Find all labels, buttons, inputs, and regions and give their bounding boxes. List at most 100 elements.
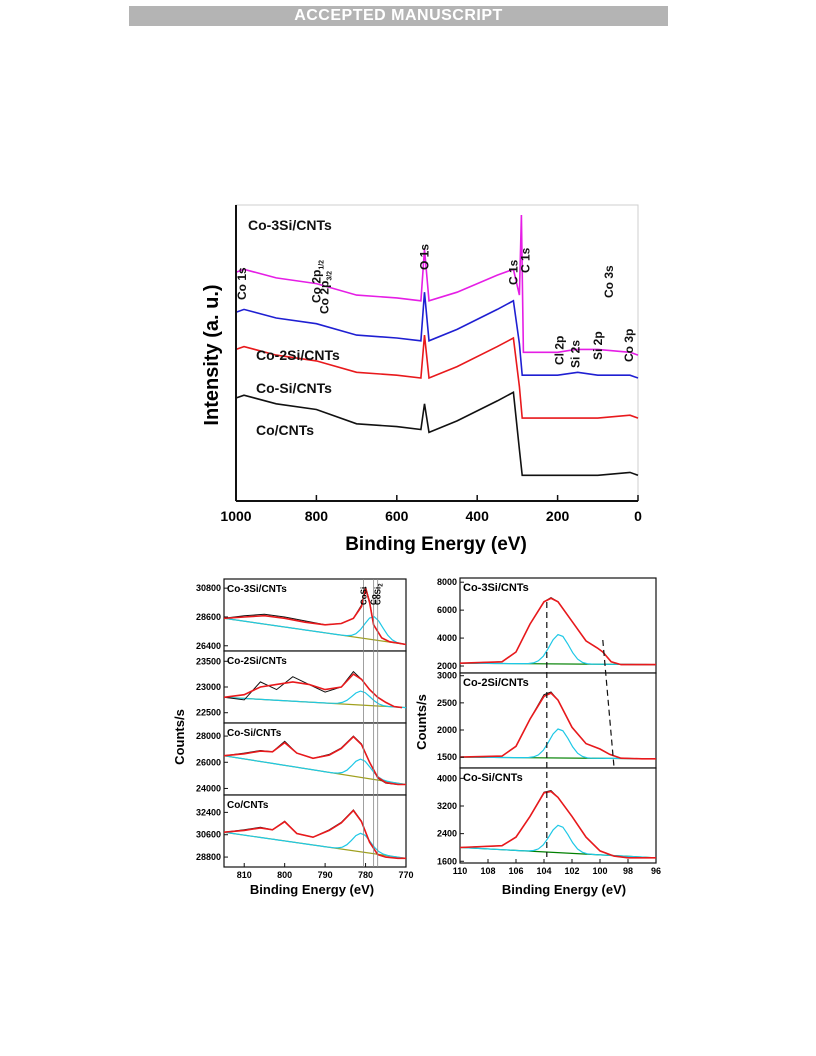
co2p-panel-label-1: Co-2Si/CNTs xyxy=(227,656,287,667)
si2p-guide-line-1 xyxy=(602,639,615,768)
co2p-component-3 xyxy=(223,831,407,859)
co2p-y-tick-label-2-0: 28000 xyxy=(196,731,221,741)
si2p-x-tick-label-7: 96 xyxy=(651,866,661,876)
si2p-y-tick-label-1-3: 1500 xyxy=(437,752,457,762)
survey-series-line-1 xyxy=(235,335,639,419)
si2p-y-tick-label-0-3: 2000 xyxy=(437,661,457,671)
survey-x-axis-label: Binding Energy (eV) xyxy=(345,534,527,555)
si2p-x-tick-label-3: 104 xyxy=(536,866,551,876)
si2p-panel-2 xyxy=(459,767,657,864)
si2p-y-tick-label-0-1: 6000 xyxy=(437,605,457,615)
survey-annotation-7: Si 2s xyxy=(569,340,583,368)
co2p-x-tick-label-3: 780 xyxy=(358,870,373,880)
si2p-y-tick-label-2-2: 2400 xyxy=(437,829,457,839)
survey-annotation-6: Cl 2p xyxy=(553,336,567,365)
si2p-panel-label-2: Co-Si/CNTs xyxy=(463,772,523,784)
si2p-panel-label-1: Co-2Si/CNTs xyxy=(463,677,529,689)
accepted-manuscript-banner: ACCEPTED MANUSCRIPT xyxy=(129,6,668,26)
survey-series-label-1: Co-Si/CNTs xyxy=(256,380,332,396)
si2p-x-tick-label-0: 110 xyxy=(453,866,468,876)
si2p-envelope-2 xyxy=(459,790,656,859)
co2p-y-axis-label: Counts/s xyxy=(172,709,187,765)
si2p-y-tick-label-2-0: 4000 xyxy=(437,773,457,783)
co2p-envelope-0 xyxy=(223,587,407,646)
si2p-panel-label-0: Co-3Si/CNTs xyxy=(463,582,529,594)
co2p-panel-2 xyxy=(223,722,407,796)
co2p-y-tick-label-3-0: 32400 xyxy=(196,807,221,817)
survey-series-line-3 xyxy=(235,214,639,356)
co2p-y-tick-label-3-1: 30600 xyxy=(196,830,221,840)
co2p-y-tick-label-1-1: 23000 xyxy=(196,682,221,692)
co2p-panel-3 xyxy=(223,794,407,868)
co2p-y-tick-label-0-0: 30800 xyxy=(196,583,221,593)
si2p-y-tick-label-2-3: 1600 xyxy=(437,856,457,866)
survey-y-axis-label: Intensity (a. u.) xyxy=(201,284,223,425)
co2p-panel-label-3: Co/CNTs xyxy=(227,800,269,811)
si2p-x-axis-label: Binding Energy (eV) xyxy=(502,882,626,897)
si2p-y-tick-label-2-1: 3200 xyxy=(437,801,457,811)
survey-annotation-5: C 1s xyxy=(518,247,532,273)
survey-annotation-3: O 1s xyxy=(418,244,432,270)
survey-annotation-1: Co 2p1/2 xyxy=(309,260,325,303)
si2p-envelope-1 xyxy=(459,692,656,760)
si2p-y-tick-label-1-2: 2000 xyxy=(437,725,457,735)
survey-annotation-8: Si 2p xyxy=(591,331,605,360)
si2p-panel-1 xyxy=(459,672,657,769)
co2p-envelope-3 xyxy=(223,809,406,860)
co2p-component-1 xyxy=(223,690,407,709)
si2p-panel-0 xyxy=(459,577,657,674)
co2p-y-tick-label-0-1: 28600 xyxy=(196,612,221,622)
survey-plot-area xyxy=(235,204,639,502)
survey-series-label-0: Co/CNTs xyxy=(256,422,314,438)
survey-x-tick-label-5: 0 xyxy=(634,508,642,524)
survey-x-tick-label-2: 600 xyxy=(385,508,409,524)
si2p-envelope-0 xyxy=(459,597,656,666)
si2p-y-tick-label-0-2: 4000 xyxy=(437,633,457,643)
survey-series-label-2: Co-2Si/CNTs xyxy=(256,347,340,363)
si2p-x-tick-label-5: 100 xyxy=(592,866,607,876)
survey-x-tick-label-4: 200 xyxy=(546,508,570,524)
co2p-component-0 xyxy=(223,616,407,645)
si2p-spectrum-chart: Co-3Si/CNTs Co-2Si/CNTs Co-Si/CNTs 8000 600… xyxy=(414,577,661,897)
co2p-y-tick-label-1-0: 23500 xyxy=(196,656,221,666)
survey-annotation-4: C 1s xyxy=(506,259,520,285)
co2p-y-tick-label-2-1: 26000 xyxy=(196,757,221,767)
si2p-x-tick-label-6: 98 xyxy=(623,866,633,876)
co2p-spectrum-chart: Co-3Si/CNTsCo-2Si/CNTsCo-Si/CNTsCo/CNTs … xyxy=(172,578,414,897)
survey-annotation-0: Co 1s xyxy=(235,267,249,300)
survey-annotation-2: Co 2p3/2 xyxy=(317,271,333,314)
si2p-x-tick-label-2: 106 xyxy=(508,866,523,876)
survey-series-line-2 xyxy=(235,292,639,379)
si2p-x-tick-label-4: 102 xyxy=(564,866,579,876)
co2p-reference-label-2: CoSi2 xyxy=(374,583,385,605)
co2p-panel-label-2: Co-Si/CNTs xyxy=(227,728,282,739)
survey-annotation-10: Co 3p xyxy=(622,329,636,362)
si2p-y-axis-label: Counts/s xyxy=(414,694,429,750)
co2p-envelope-1 xyxy=(223,673,403,709)
co2p-x-tick-label-1: 800 xyxy=(277,870,292,880)
co2p-x-tick-label-0: 810 xyxy=(237,870,252,880)
si2p-x-tick-label-1: 108 xyxy=(480,866,495,876)
co2p-y-tick-label-0-2: 26400 xyxy=(196,641,221,651)
survey-x-tick-label-0: 1000 xyxy=(220,508,251,524)
co2p-y-tick-label-1-2: 22500 xyxy=(196,708,221,718)
co2p-reference-label-0: Co xyxy=(370,594,379,605)
co2p-y-tick-label-2-2: 24000 xyxy=(196,783,221,793)
survey-series-line-0 xyxy=(235,391,639,477)
si2p-y-tick-label-1-1: 2500 xyxy=(437,698,457,708)
co2p-x-tick-label-4: 770 xyxy=(398,870,413,880)
si2p-component-2 xyxy=(459,824,657,859)
survey-x-tick-label-3: 400 xyxy=(466,508,490,524)
co2p-reference-label-1: CoSi xyxy=(360,587,369,605)
si2p-y-tick-label-1-0: 3000 xyxy=(437,671,457,681)
survey-annotation-9: Co 3s xyxy=(602,265,616,298)
co2p-envelope-2 xyxy=(223,735,406,786)
si2p-y-tick-label-0-0: 8000 xyxy=(437,577,457,587)
co2p-y-tick-label-3-2: 28800 xyxy=(196,852,221,862)
co2p-x-tick-label-2: 790 xyxy=(318,870,333,880)
survey-series-label-3: Co-3Si/CNTs xyxy=(248,217,332,233)
co2p-panel-label-0: Co-3Si/CNTs xyxy=(227,584,287,595)
co2p-x-axis-label: Binding Energy (eV) xyxy=(250,882,374,897)
survey-x-tick-label-1: 800 xyxy=(305,508,329,524)
